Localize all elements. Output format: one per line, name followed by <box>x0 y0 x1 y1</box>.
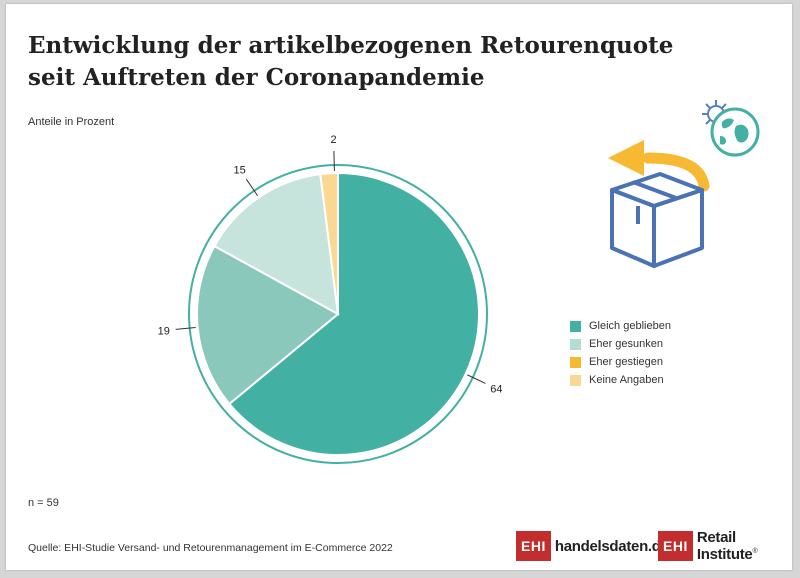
ehi-logo-text: Retail Institute® <box>697 529 792 563</box>
pie-label-2: 19 <box>158 325 170 337</box>
ehi-retail-institute-logo: EHI Retail Institute® <box>658 529 792 563</box>
pie-label-leaders <box>175 151 486 384</box>
legend-label: Gleich geblieben <box>589 320 671 332</box>
pie-label-1: 64 <box>490 384 502 396</box>
chart-card: Entwicklung der artikelbezogenen Retoure… <box>6 4 792 570</box>
pie-outer-ring <box>188 164 488 464</box>
chart-title: Entwicklung der artikelbezogenen Retoure… <box>28 32 674 91</box>
handelsdaten-logo-box: EHI <box>516 531 551 561</box>
source-note: Quelle: EHI-Studie Versand- und Retouren… <box>28 542 393 554</box>
pie-slice-4 <box>319 171 339 315</box>
pie-slices <box>196 171 480 456</box>
legend-swatch <box>570 374 581 386</box>
legend-swatch <box>570 356 581 368</box>
pie-data-labels: 64 19 15 2 <box>158 134 503 395</box>
legend: Gleich geblieben Eher gesunken Eher gestie… <box>570 317 671 389</box>
handelsdaten-logo-text: handelsdaten.de <box>554 537 669 555</box>
legend-swatch <box>570 320 581 332</box>
pie-leader-1 <box>467 374 486 384</box>
pie-slice-1 <box>227 171 480 456</box>
legend-item: Gleich geblieben <box>570 317 671 335</box>
legend-label: Eher gesunken <box>589 338 663 350</box>
pie-slice-2 <box>196 244 340 406</box>
handelsdaten-logo: EHI handelsdaten.de <box>516 530 669 562</box>
pie-leader-2 <box>175 326 196 330</box>
legend-item: Eher gesunken <box>570 335 671 353</box>
ehi-logo-box: EHI <box>658 531 693 561</box>
pie-leader-3 <box>245 178 259 197</box>
registered-mark: ® <box>752 548 758 555</box>
sample-size-note: n = 59 <box>28 497 59 509</box>
legend-swatch <box>570 338 581 350</box>
ehi-logo-name: Retail Institute <box>696 529 753 563</box>
pie-chart: 64 19 15 2 <box>158 134 503 464</box>
pie-label-4: 2 <box>331 134 337 146</box>
globe-icon <box>710 107 760 157</box>
legend-item: Eher gestiegen <box>570 353 671 371</box>
returned-package-globe-virus-icon <box>608 100 760 268</box>
pie-leader-4 <box>333 151 335 172</box>
legend-item: Keine Angaben <box>570 371 671 389</box>
legend-label: Eher gestiegen <box>589 356 663 368</box>
pie-slice-3 <box>213 172 340 316</box>
return-arrow-icon <box>608 140 710 192</box>
legend-label: Keine Angaben <box>589 374 664 386</box>
chart-subtitle: Anteile in Prozent <box>28 116 115 128</box>
pie-label-3: 15 <box>234 164 246 176</box>
package-box-icon <box>610 172 704 268</box>
